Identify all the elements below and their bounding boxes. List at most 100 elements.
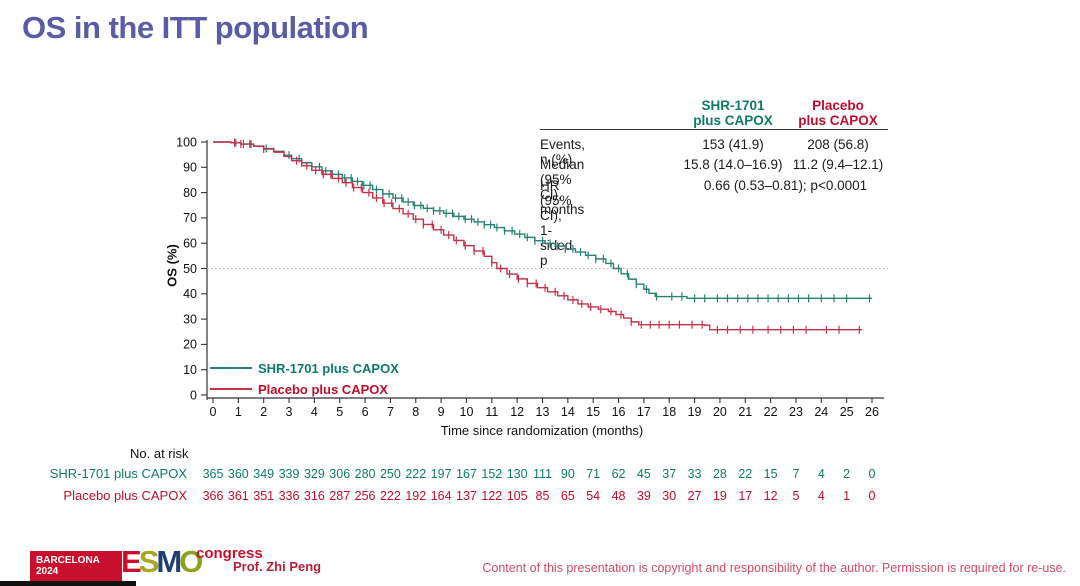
svg-text:17: 17 [637, 405, 651, 419]
at-risk-title: No. at risk [130, 446, 189, 461]
svg-text:40: 40 [183, 287, 197, 301]
svg-text:15: 15 [764, 467, 778, 481]
svg-text:152: 152 [481, 467, 502, 481]
svg-text:71: 71 [586, 467, 600, 481]
esmo-letter-e: E [121, 544, 142, 579]
esmo-logo: ESMO [121, 544, 203, 579]
svg-text:30: 30 [183, 312, 197, 326]
svg-text:12: 12 [764, 489, 778, 503]
svg-text:366: 366 [203, 489, 224, 503]
svg-text:60: 60 [183, 237, 197, 251]
svg-text:30: 30 [662, 489, 676, 503]
svg-text:7: 7 [792, 467, 799, 481]
svg-text:11: 11 [485, 405, 498, 419]
svg-text:85: 85 [536, 489, 550, 503]
svg-text:13: 13 [536, 405, 550, 419]
svg-text:27: 27 [688, 489, 702, 503]
svg-text:22: 22 [738, 467, 752, 481]
svg-text:37: 37 [662, 467, 676, 481]
svg-text:19: 19 [713, 489, 727, 503]
logo-venue: BARCELONA [36, 555, 100, 566]
svg-text:222: 222 [380, 489, 401, 503]
svg-text:19: 19 [688, 405, 702, 419]
y-axis-title: OS (%) [164, 244, 180, 287]
svg-text:24: 24 [814, 405, 828, 419]
svg-text:16: 16 [612, 405, 626, 419]
legend-line-shr [210, 367, 252, 369]
presenter-name: Prof. Zhi Peng [233, 559, 322, 574]
svg-text:122: 122 [481, 489, 502, 503]
svg-text:5: 5 [792, 489, 799, 503]
svg-text:21: 21 [738, 405, 752, 419]
svg-text:351: 351 [253, 489, 274, 503]
svg-text:80: 80 [183, 186, 197, 200]
svg-text:25: 25 [840, 405, 854, 419]
stats-col-header-placebo-line2: plus CAPOX [798, 113, 878, 128]
svg-text:23: 23 [789, 405, 803, 419]
stats-row-median-placebo: 11.2 (9.4–12.1) [792, 157, 884, 172]
esmo-barcelona-logo-box: BARCELONA 2024 [30, 551, 122, 581]
svg-text:10: 10 [460, 405, 474, 419]
svg-text:7: 7 [387, 405, 394, 419]
svg-text:65: 65 [561, 489, 575, 503]
svg-text:62: 62 [612, 467, 626, 481]
svg-text:4: 4 [818, 467, 825, 481]
stats-row-events-shr: 153 (41.9) [702, 137, 764, 152]
svg-text:54: 54 [586, 489, 600, 503]
copyright-notice: Content of this presentation is copyrigh… [482, 561, 1066, 575]
svg-text:14: 14 [561, 405, 575, 419]
svg-text:280: 280 [355, 467, 376, 481]
svg-text:2: 2 [260, 405, 267, 419]
svg-text:336: 336 [279, 489, 300, 503]
svg-text:192: 192 [405, 489, 426, 503]
esmo-letter-s: S [138, 544, 160, 579]
stats-table-rule [540, 129, 888, 131]
svg-text:105: 105 [507, 489, 528, 503]
svg-text:90: 90 [183, 161, 197, 175]
stats-row-events-label: Events, n (%) [540, 137, 586, 167]
legend-line-placebo [210, 388, 252, 390]
stats-row-hr-label: HR (95% CI); 1-sided p [540, 178, 573, 268]
svg-text:361: 361 [228, 489, 249, 503]
svg-text:8: 8 [412, 405, 419, 419]
svg-text:164: 164 [431, 489, 452, 503]
at-risk-label-shr: SHR-1701 plus CAPOX [49, 466, 187, 481]
svg-text:137: 137 [456, 489, 477, 503]
svg-text:18: 18 [662, 405, 676, 419]
svg-text:316: 316 [304, 489, 325, 503]
svg-text:9: 9 [438, 405, 445, 419]
svg-text:1: 1 [843, 489, 850, 503]
at-risk-label-placebo: Placebo plus CAPOX [63, 488, 187, 503]
svg-text:6: 6 [362, 405, 369, 419]
svg-text:360: 360 [228, 467, 249, 481]
svg-text:287: 287 [329, 489, 350, 503]
logo-year: 2024 [36, 566, 59, 577]
stats-col-header-placebo-line1: Placebo [812, 98, 864, 113]
svg-text:50: 50 [183, 262, 197, 276]
svg-text:45: 45 [637, 467, 651, 481]
bottom-bar [0, 581, 136, 586]
svg-text:4: 4 [818, 489, 825, 503]
stats-row-events-placebo: 208 (56.8) [807, 137, 869, 152]
svg-text:111: 111 [533, 467, 552, 481]
svg-text:197: 197 [431, 467, 452, 481]
svg-text:12: 12 [510, 405, 524, 419]
svg-text:15: 15 [586, 405, 600, 419]
svg-text:0: 0 [210, 405, 217, 419]
svg-text:256: 256 [355, 489, 376, 503]
svg-text:339: 339 [279, 467, 300, 481]
svg-text:222: 222 [405, 467, 426, 481]
svg-text:5: 5 [336, 405, 343, 419]
svg-text:250: 250 [380, 467, 401, 481]
svg-text:130: 130 [507, 467, 528, 481]
svg-text:306: 306 [329, 467, 350, 481]
stats-col-header-shr: SHR-1701 plus CAPOX [653, 98, 813, 128]
svg-text:17: 17 [738, 489, 752, 503]
svg-text:33: 33 [688, 467, 702, 481]
svg-text:39: 39 [637, 489, 651, 503]
legend-label-shr: SHR-1701 plus CAPOX [258, 361, 399, 376]
svg-text:365: 365 [203, 467, 224, 481]
x-axis-title: Time since randomization (months) [440, 423, 644, 438]
